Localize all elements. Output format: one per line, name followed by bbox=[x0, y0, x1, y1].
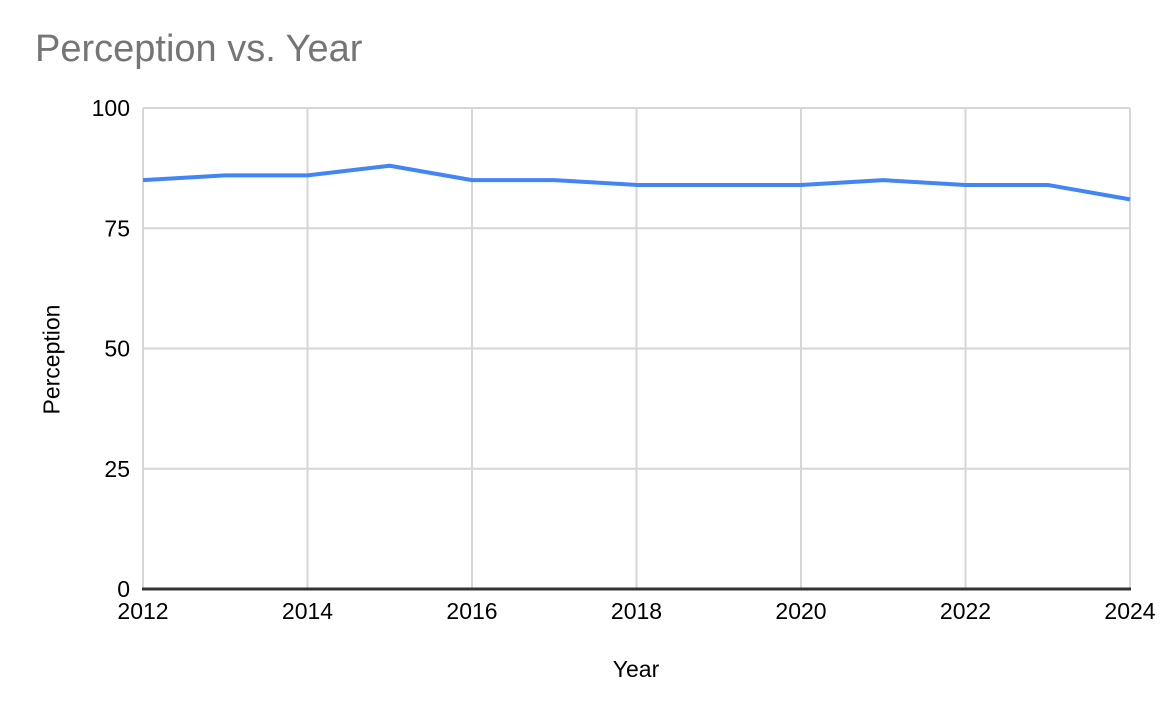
y-tick-label: 25 bbox=[104, 456, 130, 482]
y-tick-label: 100 bbox=[92, 95, 130, 121]
x-tick-label: 2014 bbox=[282, 598, 333, 624]
x-tick-label: 2020 bbox=[775, 598, 826, 624]
x-tick-label: 2018 bbox=[611, 598, 662, 624]
series-line bbox=[142, 163, 1131, 202]
chart-title: Perception vs. Year bbox=[35, 28, 363, 70]
x-axis-title: Year bbox=[612, 656, 660, 682]
y-tick-label: 0 bbox=[117, 576, 130, 602]
x-tick-label: 2024 bbox=[1104, 598, 1155, 624]
y-tick-label: 50 bbox=[104, 336, 130, 362]
x-tick-label: 2022 bbox=[940, 598, 991, 624]
y-axis-title: Perception bbox=[38, 304, 65, 415]
y-tick-label: 75 bbox=[104, 215, 130, 241]
x-tick-label: 2016 bbox=[446, 598, 497, 624]
x-tick-label: 2012 bbox=[117, 598, 168, 624]
